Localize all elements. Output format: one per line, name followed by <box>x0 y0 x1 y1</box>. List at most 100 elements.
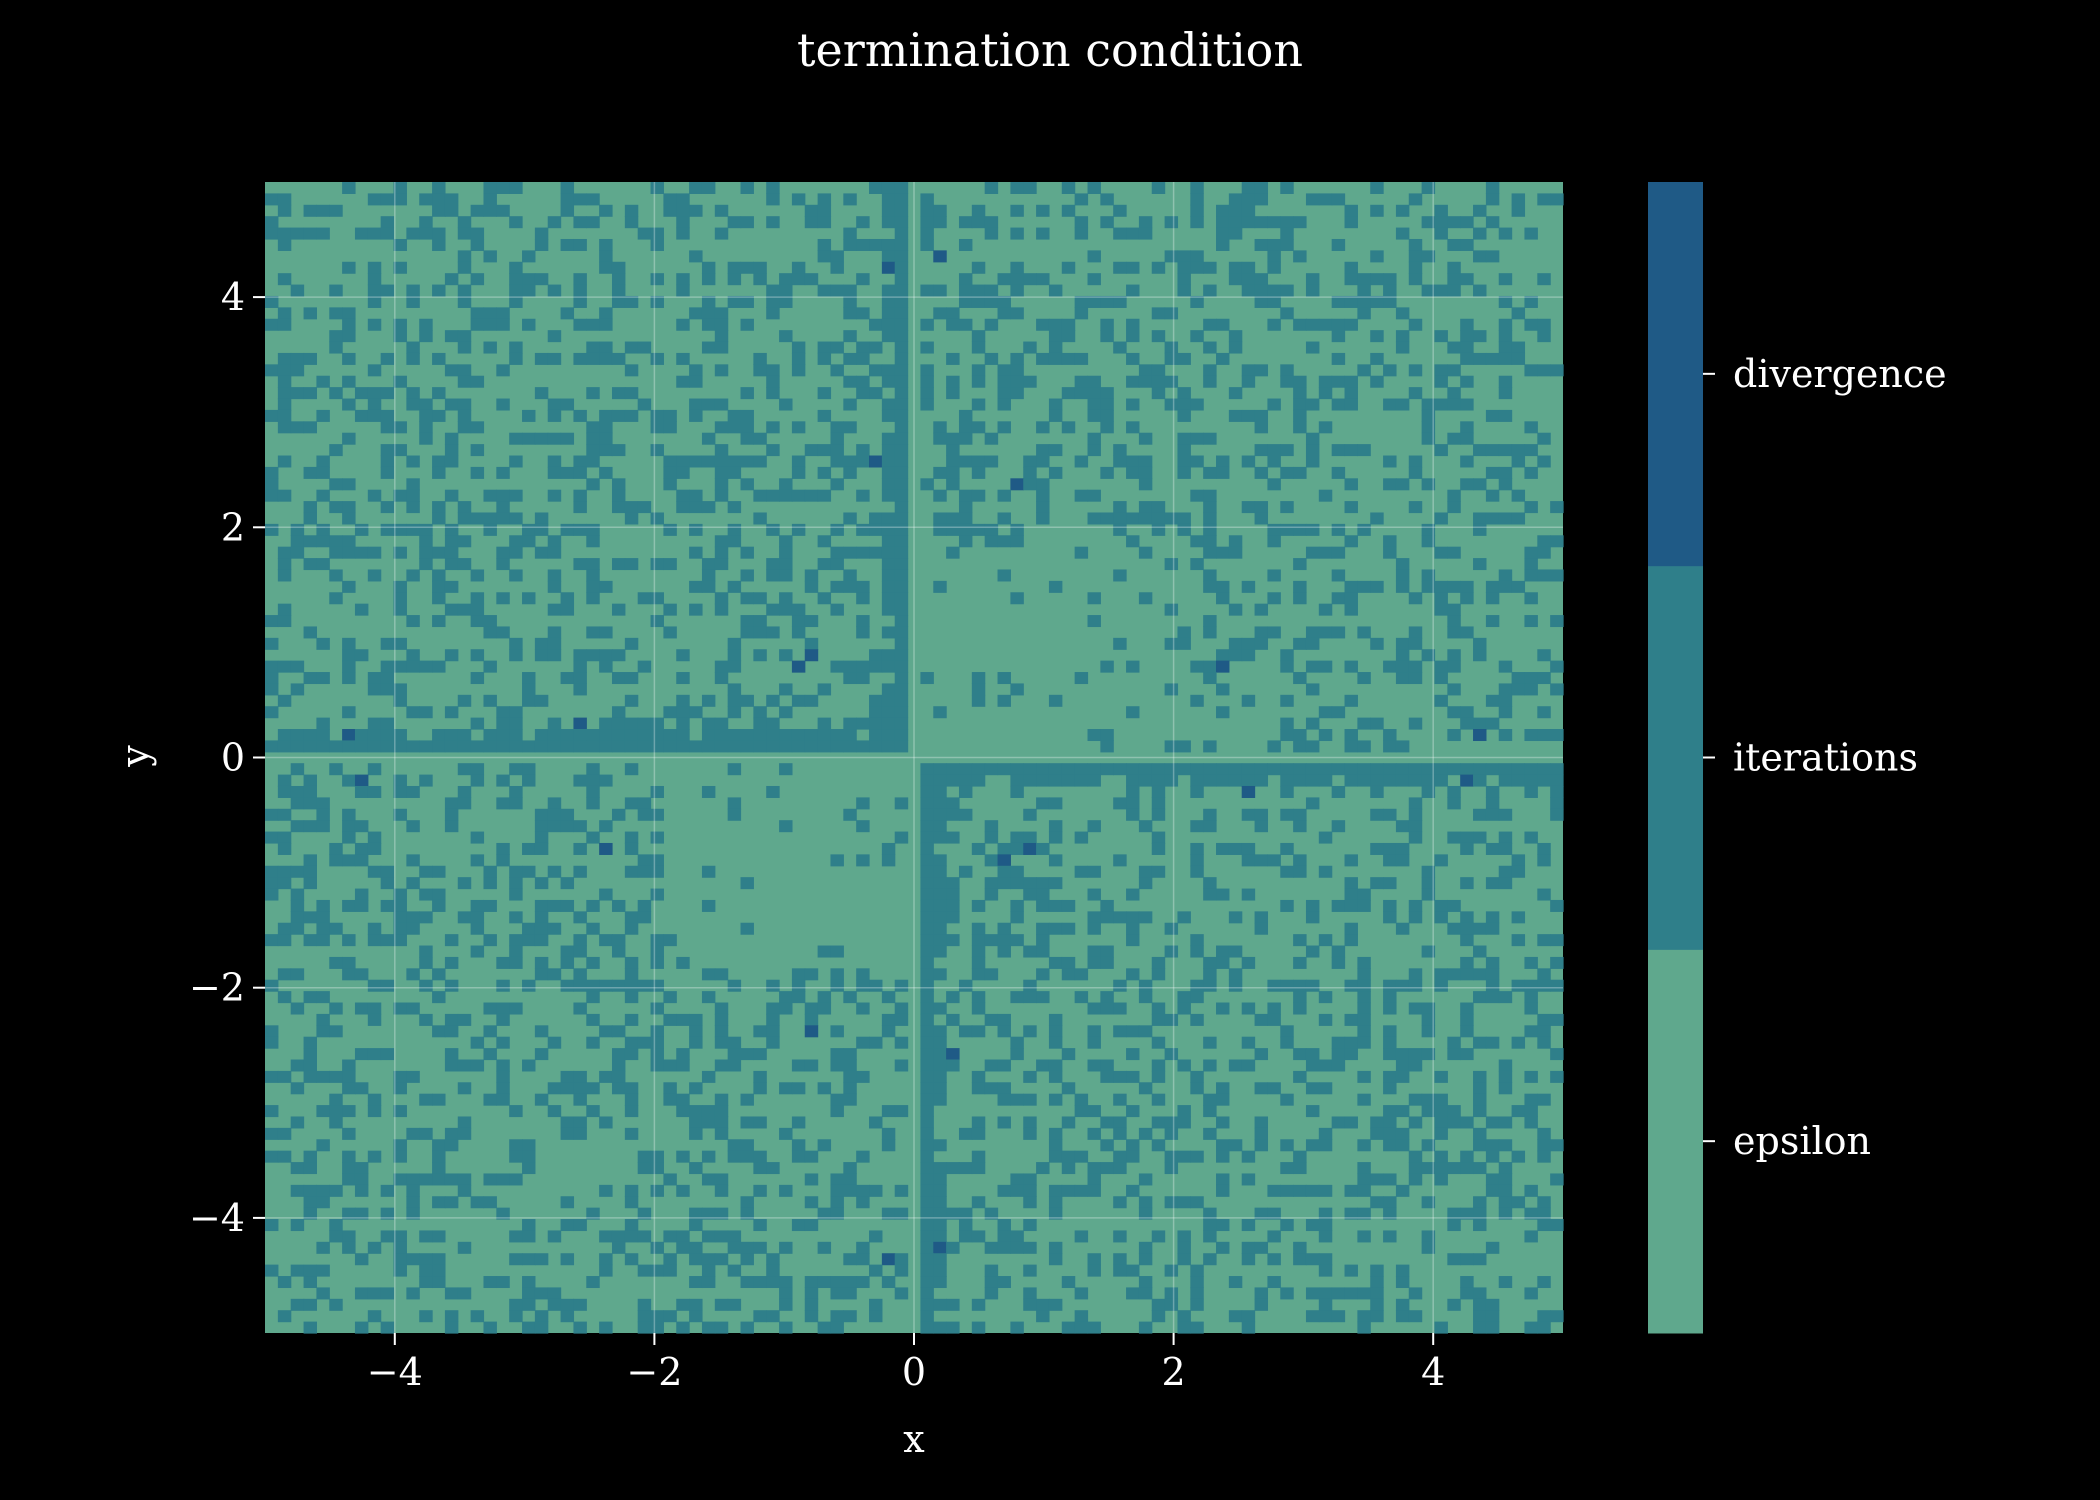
heatmap-cell-iterations <box>599 1070 613 1083</box>
heatmap-cell-iterations <box>380 717 395 730</box>
heatmap-cell-iterations <box>1113 455 1127 468</box>
heatmap-cell-iterations <box>1061 763 1076 776</box>
heatmap-cell-iterations <box>714 1298 729 1311</box>
heatmap-cell-iterations <box>599 409 613 422</box>
heatmap-cell-iterations <box>1485 1298 1500 1311</box>
heatmap-cell-iterations <box>547 1105 562 1118</box>
heatmap-cell-iterations <box>637 398 652 411</box>
heatmap-cell-iterations <box>354 387 369 400</box>
heatmap-cell-iterations <box>1151 512 1166 525</box>
heatmap-cell-iterations <box>984 1264 999 1277</box>
heatmap-cell-iterations <box>1395 1048 1410 1061</box>
heatmap-cell-iterations <box>920 877 934 890</box>
heatmap-cell-iterations <box>1164 512 1179 525</box>
heatmap-cell-iterations <box>958 535 973 548</box>
heatmap-cell-iterations <box>522 934 536 947</box>
heatmap-cell-iterations <box>367 763 382 776</box>
heatmap-cell-iterations <box>1036 501 1050 514</box>
heatmap-cell-iterations <box>1408 979 1423 992</box>
heatmap-cell-iterations <box>1190 785 1204 798</box>
heatmap-cell-iterations <box>817 1241 832 1254</box>
heatmap-cell-iterations <box>419 318 433 331</box>
heatmap-cell-iterations <box>457 284 472 297</box>
heatmap-cell-iterations <box>894 455 909 468</box>
heatmap-cell-iterations <box>856 854 870 867</box>
heatmap-cell-iterations <box>714 660 729 673</box>
heatmap-cell-iterations <box>933 204 947 217</box>
heatmap-plot-area <box>265 182 1564 1334</box>
colorbar-segment-iterations <box>1648 565 1703 950</box>
heatmap-cell-iterations <box>367 865 382 878</box>
heatmap-cell-iterations <box>920 672 934 685</box>
heatmap-cell-iterations <box>843 580 857 593</box>
heatmap-cell-iterations <box>393 182 407 194</box>
heatmap-cell-iterations <box>881 216 896 229</box>
heatmap-cell-iterations <box>534 911 549 924</box>
heatmap-cell-iterations <box>547 580 562 593</box>
heatmap-cell-iterations <box>1511 489 1526 502</box>
heatmap-cell-iterations <box>1434 660 1448 673</box>
heatmap-cell-iterations <box>766 740 780 753</box>
heatmap-cell-iterations <box>804 968 819 981</box>
heatmap-cell-iterations <box>444 489 459 502</box>
heatmap-cell-iterations <box>611 808 626 821</box>
heatmap-cell-iterations <box>406 478 420 491</box>
heatmap-cell-iterations <box>1408 261 1423 274</box>
heatmap-cell-iterations <box>573 774 587 787</box>
heatmap-cell-iterations <box>933 1298 947 1311</box>
heatmap-cell-iterations <box>277 1150 292 1163</box>
heatmap-cell-iterations <box>856 626 870 639</box>
heatmap-cell-iterations <box>753 649 767 662</box>
heatmap-cell-iterations <box>1498 512 1513 525</box>
heatmap-cell-iterations <box>727 466 742 479</box>
heatmap-cell-iterations <box>714 341 729 354</box>
heatmap-cell-iterations <box>689 706 703 719</box>
heatmap-cell-iterations <box>457 1184 472 1197</box>
heatmap-cell-iterations <box>1537 729 1551 742</box>
heatmap-cell-iterations <box>303 1264 317 1277</box>
heatmap-cell-iterations <box>1126 512 1140 525</box>
heatmap-cell-iterations <box>1331 1310 1346 1323</box>
heatmap-cell-iterations <box>637 899 652 912</box>
heatmap-cell-iterations <box>509 706 523 719</box>
heatmap-cell-iterations <box>1203 763 1217 776</box>
heatmap-cell-iterations <box>1318 729 1333 742</box>
heatmap-cell-iterations <box>1126 1139 1140 1152</box>
heatmap-cell-iterations <box>1473 763 1487 776</box>
heatmap-cell-iterations <box>1061 1162 1076 1175</box>
heatmap-cell-iterations <box>496 1013 510 1026</box>
x-axis-label: x <box>903 1417 924 1461</box>
heatmap-cell-iterations <box>920 364 934 377</box>
heatmap-cell-iterations <box>701 432 716 445</box>
heatmap-cell-iterations <box>1267 1082 1281 1095</box>
heatmap-cell-iterations <box>1511 455 1526 468</box>
heatmap-cell-iterations <box>804 1310 819 1323</box>
heatmap-cell-iterations <box>1383 774 1397 787</box>
heatmap-cell-iterations <box>586 318 600 331</box>
heatmap-cell-iterations <box>997 1013 1011 1026</box>
heatmap-cell-iterations <box>1100 729 1114 742</box>
heatmap-cell-iterations <box>1537 854 1551 867</box>
heatmap-cell-iterations <box>483 626 497 639</box>
heatmap-cell-iterations <box>586 478 600 491</box>
heatmap-cell-iterations <box>1061 421 1076 434</box>
heatmap-cell-iterations <box>624 512 639 525</box>
heatmap-cell-iterations <box>560 979 575 992</box>
heatmap-cell-iterations <box>894 979 909 992</box>
heatmap-cell-iterations <box>1460 273 1474 286</box>
heatmap-cell-iterations <box>1344 740 1358 753</box>
heatmap-cell-iterations <box>599 307 613 320</box>
heatmap-cell-iterations <box>547 535 562 548</box>
heatmap-cell-iterations <box>946 1207 960 1220</box>
heatmap-cell-iterations <box>1254 774 1269 787</box>
heatmap-cell-iterations <box>1408 273 1423 286</box>
heatmap-cell-iterations <box>766 979 780 992</box>
heatmap-cell-iterations <box>1537 1207 1551 1220</box>
heatmap-cell-iterations <box>1280 444 1294 457</box>
heatmap-cell-iterations <box>984 1207 999 1220</box>
heatmap-cell-iterations <box>1254 421 1269 434</box>
heatmap-cell-iterations <box>1473 330 1487 343</box>
heatmap-cell-iterations <box>534 694 549 707</box>
heatmap-cell-iterations <box>1357 295 1371 308</box>
